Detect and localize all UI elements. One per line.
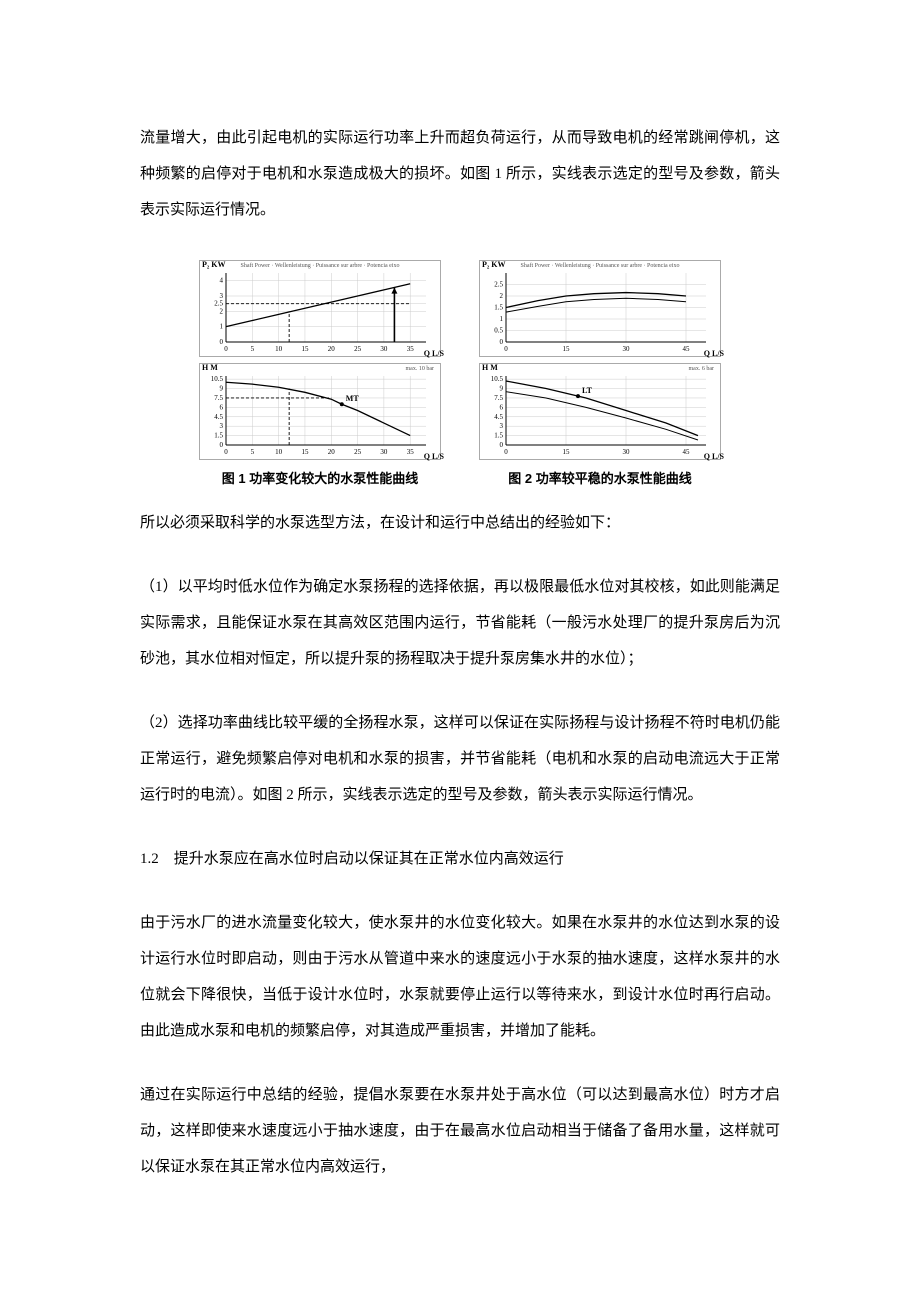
svg-text:0.5: 0.5	[494, 327, 503, 335]
section-heading-1-2: 1.2 提升水泵应在高水位时启动以保证其在正常水位内高效运行	[140, 841, 780, 877]
svg-text:2: 2	[220, 307, 224, 315]
figure-1-caption: 图 1 功率变化较大的水泵性能曲线	[222, 468, 418, 487]
svg-text:0: 0	[504, 345, 508, 353]
svg-text:2.5: 2.5	[214, 300, 223, 308]
svg-text:15: 15	[301, 448, 309, 456]
svg-text:3: 3	[220, 292, 224, 300]
x-axis-label: Q L/S	[704, 350, 724, 358]
figure-2: 015304500.511.522.5P₂ KWQ L/SShaft Power…	[475, 256, 725, 487]
svg-text:35: 35	[407, 448, 415, 456]
figure-2-caption: 图 2 功率较平稳的水泵性能曲线	[508, 468, 691, 487]
svg-text:6: 6	[500, 403, 504, 411]
svg-text:15: 15	[563, 345, 571, 353]
chart-note: max. 10 bar	[406, 366, 435, 372]
svg-text:0: 0	[500, 338, 504, 346]
chart-note: max. 6 bar	[689, 366, 715, 372]
svg-text:1.5: 1.5	[494, 304, 503, 312]
paragraph-2: 所以必须采取科学的水泵选型方法，在设计和运行中总结出的经验如下：	[140, 505, 780, 541]
paragraph-3: （1）以平均时低水位作为确定水泵扬程的选择依据，再以极限最低水位对其校核，如此则…	[140, 569, 780, 677]
svg-text:25: 25	[354, 448, 362, 456]
svg-text:10: 10	[275, 345, 283, 353]
x-axis-label: Q L/S	[424, 453, 444, 461]
svg-text:3: 3	[220, 422, 224, 430]
svg-text:30: 30	[380, 448, 388, 456]
figure-2-top-chart: 0 15 30 45 0 0.5 1 1.5 2 2.5 P₂ KW Q L/S Shaft Power…	[479, 260, 721, 357]
svg-text:30: 30	[380, 345, 388, 353]
svg-text:7.5: 7.5	[494, 394, 503, 402]
y-axis-label: H M	[202, 364, 218, 372]
y-axis-label: P₂ KW	[202, 261, 226, 269]
paragraph-6: 通过在实际运行中总结的经验，提倡水泵要在水泵井处于高水位（可以达到最高水位）时方…	[140, 1077, 780, 1185]
svg-text:0: 0	[224, 345, 228, 353]
figure-2-charts: 015304500.511.522.5P₂ KWQ L/SShaft Power…	[475, 256, 725, 464]
svg-text:9: 9	[220, 385, 224, 393]
svg-text:3: 3	[500, 422, 504, 430]
figure-2-bottom-chart: 0 15 30 45 01.5 34.5 67.59 10.5 LT H M Q L/S max. 6…	[479, 363, 721, 460]
svg-text:2.5: 2.5	[494, 281, 503, 289]
svg-text:MT: MT	[346, 394, 360, 403]
figures-row: 051015202530350122.534P₂ KWQ L/SShaft Po…	[140, 256, 780, 487]
x-axis-label: Q L/S	[704, 453, 724, 461]
y-axis-label: P₂ KW	[482, 261, 506, 269]
svg-text:0: 0	[500, 441, 504, 449]
paragraph-4: （2）选择功率曲线比较平缓的全扬程水泵，这样可以保证在实际扬程与设计扬程不符时电…	[140, 705, 780, 813]
svg-text:7.5: 7.5	[214, 394, 223, 402]
svg-text:9: 9	[500, 385, 504, 393]
svg-text:4: 4	[220, 277, 224, 285]
figure-1-top-chart: 0 5 10 15 20 25 30 35 0 1 22.53 4 P₂ KW Q L/S Shaft Po…	[199, 260, 441, 357]
svg-text:4.5: 4.5	[214, 413, 223, 421]
svg-text:0: 0	[220, 441, 224, 449]
svg-text:1.5: 1.5	[214, 432, 223, 440]
figure-1-bottom-chart: 0 5 10 15 20 25 30 35 01.5 34.5 67.59 10.5 MT H M Q L/…	[199, 363, 441, 460]
svg-text:30: 30	[623, 448, 631, 456]
svg-text:6: 6	[220, 403, 224, 411]
svg-text:2: 2	[500, 292, 504, 300]
svg-text:0: 0	[220, 338, 224, 346]
chart-inner-title: Shaft Power · Wellenleistung · Puissance…	[240, 263, 399, 269]
svg-text:5: 5	[251, 448, 255, 456]
svg-text:20: 20	[328, 345, 336, 353]
svg-text:1.5: 1.5	[494, 432, 503, 440]
svg-text:1: 1	[220, 323, 224, 331]
paragraph-intro: 流量增大，由此引起电机的实际运行功率上升而超负荷运行，从而导致电机的经常跳闸停机…	[140, 120, 780, 228]
svg-text:20: 20	[328, 448, 336, 456]
svg-text:5: 5	[251, 345, 255, 353]
chart-inner-title: Shaft Power · Wellenleistung · Puissance…	[520, 263, 679, 269]
svg-text:30: 30	[623, 345, 631, 353]
svg-text:4.5: 4.5	[494, 413, 503, 421]
svg-text:0: 0	[504, 448, 508, 456]
svg-text:10: 10	[275, 448, 283, 456]
svg-text:25: 25	[354, 345, 362, 353]
svg-text:10.5: 10.5	[491, 375, 504, 383]
svg-text:45: 45	[683, 345, 691, 353]
figure-1: 051015202530350122.534P₂ KWQ L/SShaft Po…	[195, 256, 445, 487]
y-axis-label: H M	[482, 364, 498, 372]
svg-text:1: 1	[500, 315, 504, 323]
x-axis-label: Q L/S	[424, 350, 444, 358]
svg-text:15: 15	[563, 448, 571, 456]
svg-text:LT: LT	[582, 386, 593, 395]
paragraph-5: 由于污水厂的进水流量变化较大，使水泵井的水位变化较大。如果在水泵井的水位达到水泵…	[140, 905, 780, 1049]
svg-text:10.5: 10.5	[211, 375, 224, 383]
svg-text:0: 0	[224, 448, 228, 456]
figure-1-charts: 051015202530350122.534P₂ KWQ L/SShaft Po…	[195, 256, 445, 464]
svg-text:35: 35	[407, 345, 415, 353]
svg-text:15: 15	[301, 345, 309, 353]
svg-text:45: 45	[683, 448, 691, 456]
